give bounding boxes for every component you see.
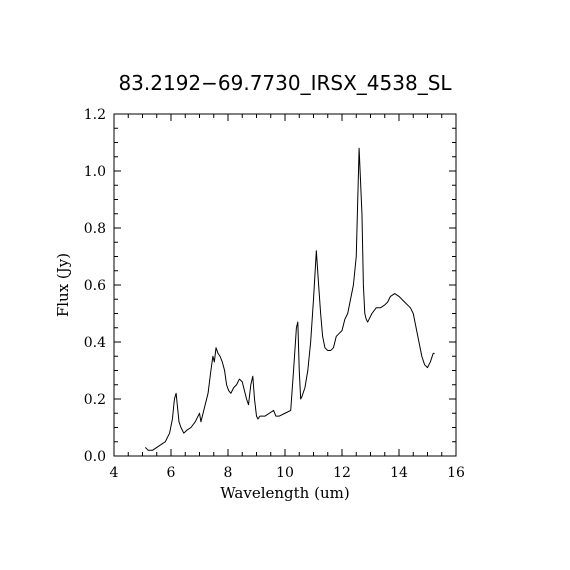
axis-tick-labels: 4 6 8 10 12 14 16 0.0 0.2 0.4 0.6 0.8 1.0 1.2 xyxy=(84,107,465,481)
x-tick-label: 12 xyxy=(333,465,351,481)
axis-ticks xyxy=(113,113,457,457)
x-tick-label: 14 xyxy=(390,465,408,481)
y-tick-label: 0.2 xyxy=(84,392,106,408)
x-tick-label: 6 xyxy=(167,465,176,481)
plot-frame xyxy=(113,113,457,457)
chart-title: 83.2192−69.7730_IRSX_4538_SL xyxy=(118,71,452,95)
y-tick-label: 0.8 xyxy=(84,221,106,237)
spectrum-line xyxy=(144,147,435,451)
y-tick-label: 0.6 xyxy=(84,278,106,294)
series-layer xyxy=(144,147,435,451)
x-tick-label: 4 xyxy=(110,465,119,481)
y-tick-label: 0.4 xyxy=(84,335,106,351)
y-tick-label: 0.0 xyxy=(84,449,106,465)
y-axis-label: Flux (Jy) xyxy=(54,253,72,317)
y-tick-label: 1.0 xyxy=(84,164,106,180)
x-axis-label: Wavelength (um) xyxy=(220,484,349,502)
y-tick-label: 1.2 xyxy=(84,107,106,123)
x-tick-label: 8 xyxy=(224,465,233,481)
x-tick-label: 10 xyxy=(276,465,294,481)
x-tick-label: 16 xyxy=(447,465,465,481)
